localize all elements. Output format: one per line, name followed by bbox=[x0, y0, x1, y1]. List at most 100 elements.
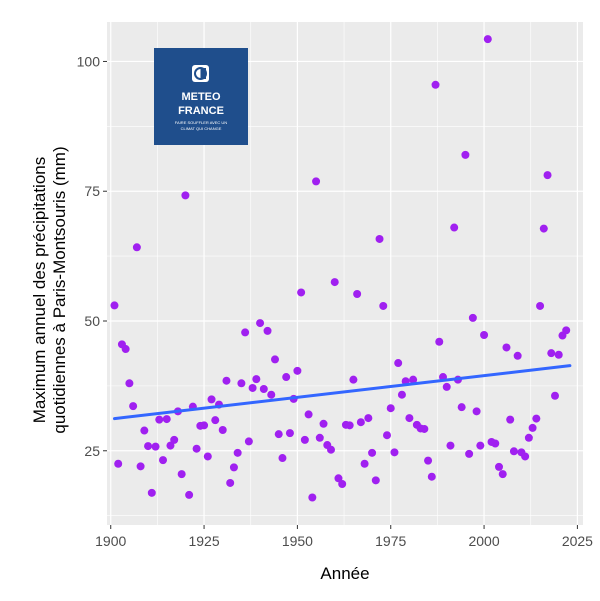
data-point bbox=[218, 426, 227, 435]
data-point bbox=[222, 376, 231, 385]
data-point bbox=[244, 437, 253, 446]
data-point bbox=[229, 463, 238, 472]
data-point bbox=[248, 383, 257, 392]
data-point bbox=[543, 171, 552, 180]
x-tick-label: 1900 bbox=[95, 533, 126, 549]
data-point bbox=[375, 234, 384, 243]
data-point bbox=[271, 355, 279, 364]
data-point bbox=[427, 472, 436, 481]
data-point bbox=[200, 421, 209, 430]
logo-tagline1: FAIRE SOUFFLER AVEC UN bbox=[175, 120, 227, 125]
data-point bbox=[241, 328, 250, 337]
logo-tagline2: CLIMAT QUI CHANGE bbox=[181, 126, 222, 131]
y-tick-label: 100 bbox=[77, 53, 101, 69]
data-point bbox=[338, 479, 347, 488]
y-axis-title: Maximum annuel des précipitations quotid… bbox=[30, 146, 69, 433]
meteo-france-logo: METEO FRANCE FAIRE SOUFFLER AVEC UN CLIM… bbox=[154, 48, 248, 145]
data-point bbox=[312, 177, 321, 186]
data-point bbox=[495, 462, 503, 471]
data-point bbox=[121, 345, 130, 354]
x-tick-label: 2025 bbox=[562, 533, 593, 549]
data-point bbox=[185, 490, 194, 499]
data-point bbox=[547, 349, 556, 358]
data-point bbox=[267, 390, 276, 399]
data-point bbox=[554, 350, 563, 359]
data-point bbox=[140, 426, 149, 435]
data-point bbox=[327, 445, 335, 454]
data-point bbox=[364, 414, 373, 423]
data-point bbox=[278, 454, 287, 463]
data-point bbox=[207, 395, 216, 404]
data-point bbox=[203, 452, 212, 461]
data-point bbox=[502, 343, 511, 352]
data-point bbox=[465, 449, 474, 458]
data-point bbox=[144, 442, 153, 451]
data-point bbox=[237, 379, 246, 388]
data-point bbox=[409, 375, 418, 384]
x-tick-label: 1925 bbox=[188, 533, 219, 549]
data-point bbox=[390, 448, 399, 457]
logo-icon-half bbox=[200, 68, 206, 79]
data-point bbox=[181, 191, 190, 200]
data-point bbox=[539, 224, 548, 233]
data-point bbox=[562, 326, 571, 335]
y-tick-label: 75 bbox=[84, 183, 100, 199]
data-point bbox=[431, 80, 440, 89]
data-point bbox=[551, 391, 559, 400]
x-tick-label: 1950 bbox=[282, 533, 313, 549]
data-point bbox=[446, 441, 455, 450]
data-point bbox=[345, 421, 354, 430]
data-point bbox=[509, 447, 518, 456]
x-axis-title: Année bbox=[320, 564, 369, 583]
data-point bbox=[125, 379, 134, 388]
logo-line1: METEO bbox=[181, 91, 221, 103]
data-point bbox=[360, 459, 369, 468]
data-point bbox=[521, 452, 530, 461]
data-point bbox=[263, 326, 272, 335]
data-point bbox=[524, 433, 533, 442]
data-point bbox=[461, 150, 470, 159]
data-point bbox=[442, 382, 451, 391]
data-point bbox=[472, 407, 481, 416]
data-point bbox=[386, 404, 395, 413]
data-point bbox=[308, 493, 317, 502]
data-point bbox=[282, 373, 291, 382]
data-point bbox=[293, 366, 302, 375]
data-point bbox=[304, 410, 313, 419]
data-point bbox=[330, 278, 339, 287]
data-point bbox=[151, 442, 160, 451]
trend-line bbox=[112, 364, 572, 421]
data-point bbox=[166, 441, 175, 450]
y-tick-label: 25 bbox=[84, 443, 100, 459]
data-point bbox=[259, 384, 268, 393]
x-tick-label: 1975 bbox=[375, 533, 406, 549]
data-point bbox=[285, 429, 294, 438]
y-axis-title-line2: quotidiennes à Paris-Montsouris (mm) bbox=[50, 146, 69, 433]
data-point bbox=[528, 423, 537, 432]
data-point bbox=[457, 403, 466, 412]
data-point bbox=[379, 301, 388, 310]
data-point bbox=[513, 351, 522, 360]
data-point bbox=[170, 435, 179, 444]
data-point bbox=[349, 375, 358, 384]
data-points bbox=[110, 35, 571, 502]
data-point bbox=[356, 418, 365, 427]
data-point bbox=[233, 448, 242, 457]
x-tick-label: 2000 bbox=[468, 533, 499, 549]
data-point bbox=[226, 478, 235, 487]
y-axis-title-line1: Maximum annuel des précipitations bbox=[30, 157, 49, 423]
data-point bbox=[468, 313, 477, 322]
data-point bbox=[435, 337, 444, 346]
data-point bbox=[424, 456, 433, 465]
data-point bbox=[405, 414, 414, 423]
y-tick-label: 50 bbox=[84, 313, 100, 329]
data-point bbox=[211, 416, 220, 425]
data-point bbox=[476, 441, 485, 450]
data-point bbox=[315, 433, 324, 442]
data-point bbox=[368, 448, 377, 457]
data-point bbox=[300, 435, 309, 444]
data-point bbox=[334, 474, 343, 483]
data-point bbox=[110, 301, 119, 310]
data-point bbox=[136, 462, 145, 471]
